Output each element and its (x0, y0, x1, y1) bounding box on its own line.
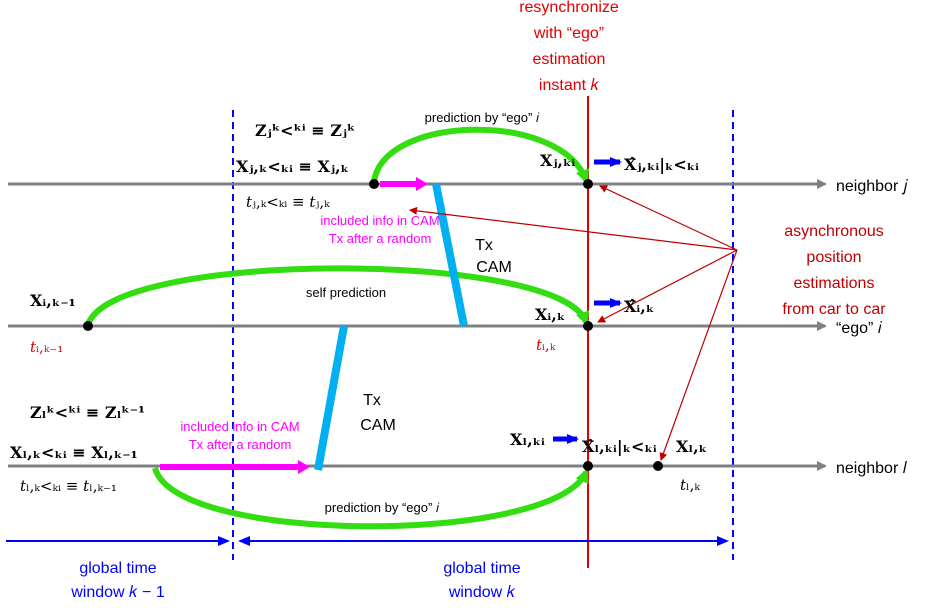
label-cam-1: CAM (476, 259, 512, 276)
async-arrow-l (659, 249, 738, 461)
async-arrows (409, 185, 738, 461)
async-line-2: position (806, 249, 861, 266)
math-ti-k: 𝑡ᵢ,ₖ (536, 336, 556, 354)
math-xl-hat: 𝐗̂ₗ,ₖᵢ|ₖ<ₖᵢ (582, 437, 657, 456)
dot-xj-ki (583, 179, 593, 189)
async-arrow-cam (409, 206, 738, 251)
async-line-1: asynchronous (784, 223, 884, 240)
label-info-top-2: Tx after a random (329, 231, 432, 246)
math-ti-km1: 𝑡ᵢ,ₖ₋₁ (30, 338, 63, 356)
async-arrow-i (597, 249, 738, 323)
label-prediction-top: prediction by “ego” 𝑖 (425, 110, 540, 125)
math-tj-lhs: 𝑡ⱼ,ₖ<ₖᵢ ≡ 𝑡ⱼ,ₖ (246, 193, 330, 211)
tx-cam-bar-bottom (314, 325, 348, 471)
math-xj-ki: 𝐗ⱼ,ₖᵢ (540, 151, 575, 170)
math-xi-k: 𝐗ᵢ,ₖ (535, 305, 565, 324)
label-self-prediction: self prediction (306, 285, 386, 300)
math-tl-lhs: 𝑡ₗ,ₖ<ₖᵢ ≡ 𝑡ₗ,ₖ₋₁ (20, 477, 117, 495)
window-labels: global time window 𝑘 − 1 global time win… (70, 560, 521, 601)
async-line-3: estimations (794, 275, 875, 292)
async-arrow-j (599, 185, 738, 251)
prediction-arc-top (371, 126, 590, 184)
label-cam-2: CAM (360, 417, 396, 434)
dot-xj-k (369, 179, 379, 189)
dot-xl-ki (583, 461, 593, 471)
math-xl-k: 𝐗ₗ,ₖ (676, 437, 707, 456)
label-prediction-bottom: prediction by “ego” 𝑖 (325, 500, 440, 515)
math-xi-km1: 𝐗ᵢ,ₖ₋₁ (30, 291, 76, 310)
window1-line-1: global time (79, 560, 156, 577)
math-xj-lhs: 𝐗ⱼ,ₖ<ₖᵢ ≡ 𝐗ⱼ,ₖ (236, 157, 349, 176)
self-prediction-arc (85, 265, 590, 327)
math-xl-lhs: 𝐗ₗ,ₖ<ₖᵢ ≡ 𝐗ₗ,ₖ₋₁ (10, 443, 138, 462)
resync-line-3: estimation (533, 51, 606, 68)
math-zl: 𝐙ₗᵏ<ᵏⁱ ≡ 𝐙ₗᵏ⁻¹ (30, 403, 145, 422)
label-tx-2: Tx (363, 392, 381, 409)
resync-line-2: with “ego” (533, 25, 604, 42)
label-neighbor-l: neighbor 𝑙 (836, 460, 908, 477)
dot-xl-k (653, 461, 663, 471)
prediction-arc-bottom (152, 466, 589, 530)
window2-line-2: window 𝑘 (448, 584, 516, 601)
label-info-bottom-1: included info in CAM (180, 419, 299, 434)
window1-line-2: window 𝑘 − 1 (70, 584, 165, 601)
dot-xi-km1 (83, 321, 93, 331)
resync-line-1: resynchronize (519, 0, 619, 16)
math-tl-k: 𝑡ₗ,ₖ (680, 476, 700, 494)
math-xl-ki: 𝐗ₗ,ₖᵢ (510, 430, 545, 449)
async-label: asynchronous position estimations from c… (782, 223, 886, 318)
window2-line-1: global time (443, 560, 520, 577)
math-zj: 𝐙ⱼᵏ<ᵏⁱ ≡ 𝐙ⱼᵏ (255, 121, 355, 140)
tx-cam-bar-top (432, 183, 468, 327)
resync-line-4: instant 𝑘 (539, 77, 600, 94)
label-tx-1: Tx (475, 237, 493, 254)
label-info-bottom-2: Tx after a random (189, 437, 292, 452)
label-info-top-1: included info in CAM (320, 213, 439, 228)
math-xj-hat: 𝐗̂ⱼ,ₖᵢ|ₖ<ₖᵢ (624, 155, 699, 174)
label-ego-i: “ego” 𝑖 (836, 320, 883, 337)
math-xi-hat: 𝐗̂ᵢ,ₖ (624, 297, 654, 316)
dot-xi-k (583, 321, 593, 331)
resync-label: resynchronize with “ego” estimation inst… (519, 0, 619, 94)
label-neighbor-j: neighbor 𝑗 (836, 178, 909, 195)
async-line-4: from car to car (782, 301, 886, 318)
